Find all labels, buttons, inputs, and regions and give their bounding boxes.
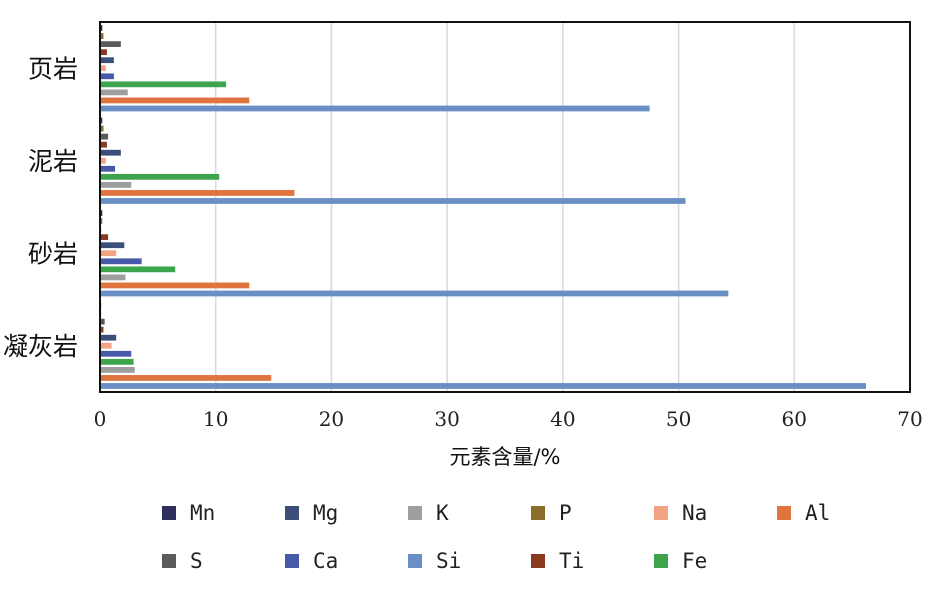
bar-k-2 bbox=[100, 274, 126, 281]
legend-label-mn: Mn bbox=[190, 501, 215, 525]
bar-al-2 bbox=[100, 282, 250, 289]
legend: Mn Mg K P Na Al S Ca Si Ti Fe bbox=[162, 501, 830, 573]
legend-label-ti: Ti bbox=[559, 549, 584, 573]
category-label-1: 泥岩 bbox=[28, 147, 78, 176]
bar-si-1 bbox=[100, 198, 686, 204]
bar-na-2 bbox=[100, 250, 117, 257]
legend-swatch-k bbox=[408, 506, 422, 520]
legend-swatch-p bbox=[531, 506, 545, 520]
bar-k-3 bbox=[100, 366, 135, 373]
bar-s-3 bbox=[100, 318, 105, 325]
bar-na-3 bbox=[100, 342, 112, 349]
bar-ca-0 bbox=[100, 73, 114, 80]
bar-si-2 bbox=[100, 290, 729, 297]
legend-label-p: P bbox=[559, 501, 572, 525]
bar-ti-0 bbox=[100, 49, 107, 56]
bar-ca-2 bbox=[100, 258, 142, 265]
bar-fe-3 bbox=[100, 358, 134, 365]
bar-p-1 bbox=[100, 125, 104, 132]
bar-fe-2 bbox=[100, 266, 176, 273]
legend-label-na: Na bbox=[682, 501, 707, 525]
legend-label-k: K bbox=[436, 501, 449, 525]
bar-al-1 bbox=[100, 190, 295, 196]
x-tick-label-20: 20 bbox=[319, 407, 344, 431]
bar-p-2 bbox=[100, 218, 103, 224]
legend-label-ca: Ca bbox=[313, 549, 338, 573]
x-axis-title: 元素含量/% bbox=[449, 445, 560, 469]
legend-item-p: P bbox=[531, 501, 572, 525]
bar-mg-1 bbox=[100, 149, 121, 156]
bar-mg-0 bbox=[100, 57, 114, 64]
plot-frame bbox=[99, 21, 911, 393]
legend-swatch-si bbox=[408, 554, 422, 568]
legend-swatch-fe bbox=[654, 554, 668, 568]
gridlines bbox=[214, 22, 796, 392]
legend-swatch-mg bbox=[285, 506, 299, 520]
legend-swatch-mn bbox=[162, 506, 176, 520]
bars bbox=[100, 25, 867, 389]
bar-mn-2 bbox=[100, 210, 103, 216]
category-label-3: 凝灰岩 bbox=[3, 332, 78, 361]
x-tick-label-70: 70 bbox=[897, 407, 922, 431]
x-axis-ticks: 0 10 20 30 40 50 60 70 bbox=[94, 407, 923, 431]
category-label-0: 页岩 bbox=[28, 54, 78, 83]
legend-swatch-ca bbox=[285, 554, 299, 568]
bar-s-1 bbox=[100, 133, 109, 140]
bar-al-3 bbox=[100, 375, 272, 381]
x-tick-label-50: 50 bbox=[666, 407, 691, 431]
legend-label-si: Si bbox=[436, 549, 461, 573]
x-tick-label-60: 60 bbox=[782, 407, 807, 431]
bar-si-3 bbox=[100, 383, 867, 389]
bar-ca-1 bbox=[100, 165, 116, 172]
bar-fe-0 bbox=[100, 81, 227, 88]
bar-s-0 bbox=[100, 41, 121, 48]
legend-item-k: K bbox=[408, 501, 449, 525]
legend-item-ti: Ti bbox=[531, 549, 584, 573]
legend-item-s: S bbox=[162, 549, 203, 573]
bar-na-0 bbox=[100, 65, 106, 72]
x-tick-label-10: 10 bbox=[203, 407, 228, 431]
bar-al-0 bbox=[100, 97, 250, 104]
bar-ti-1 bbox=[100, 141, 107, 148]
legend-swatch-s bbox=[162, 554, 176, 568]
bar-mn-1 bbox=[100, 117, 103, 124]
bar-ca-3 bbox=[100, 350, 132, 357]
bar-k-0 bbox=[100, 89, 128, 96]
legend-item-si: Si bbox=[408, 549, 461, 573]
bar-mg-2 bbox=[100, 242, 125, 249]
bar-mg-3 bbox=[100, 334, 117, 341]
legend-item-fe: Fe bbox=[654, 549, 707, 573]
bar-mn-0 bbox=[100, 25, 103, 31]
x-tick-label-0: 0 bbox=[94, 407, 107, 431]
legend-item-na: Na bbox=[654, 501, 707, 525]
legend-item-mn: Mn bbox=[162, 501, 215, 525]
legend-swatch-na bbox=[654, 506, 668, 520]
bar-k-1 bbox=[100, 181, 132, 188]
legend-item-ca: Ca bbox=[285, 549, 338, 573]
x-tick-label-30: 30 bbox=[434, 407, 459, 431]
bar-na-1 bbox=[100, 157, 106, 164]
bar-ti-3 bbox=[100, 326, 104, 333]
bar-p-0 bbox=[100, 33, 104, 39]
bar-fe-1 bbox=[100, 173, 220, 180]
legend-swatch-al bbox=[777, 506, 791, 520]
bar-ti-2 bbox=[100, 234, 109, 241]
legend-swatch-ti bbox=[531, 554, 545, 568]
x-tick-label-40: 40 bbox=[550, 407, 575, 431]
legend-item-mg: Mg bbox=[285, 501, 338, 525]
category-label-2: 砂岩 bbox=[28, 239, 78, 268]
bar-si-0 bbox=[100, 105, 650, 112]
legend-label-fe: Fe bbox=[682, 549, 707, 573]
legend-label-al: Al bbox=[805, 501, 830, 525]
legend-label-mg: Mg bbox=[313, 501, 338, 525]
legend-item-al: Al bbox=[777, 501, 830, 525]
legend-label-s: S bbox=[190, 549, 203, 573]
